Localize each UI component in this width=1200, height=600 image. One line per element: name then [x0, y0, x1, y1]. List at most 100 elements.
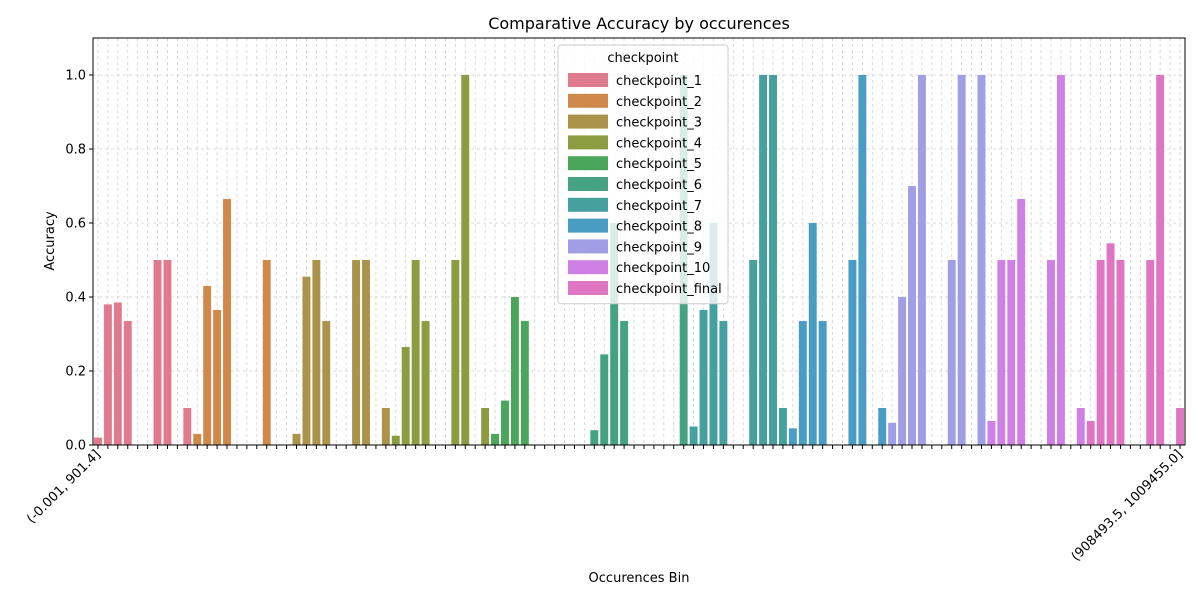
bar [957, 75, 966, 445]
legend-swatch [568, 177, 608, 191]
legend-swatch [568, 73, 608, 87]
bar [709, 223, 718, 445]
bar [1176, 408, 1185, 445]
bar [520, 321, 529, 445]
axes-frame [92, 37, 1186, 446]
legend-label: checkpoint_4 [616, 136, 702, 151]
bar [848, 260, 857, 445]
bar [113, 302, 122, 445]
legend-label: checkpoint_2 [616, 95, 702, 110]
bar [977, 75, 986, 445]
legend-label: checkpoint_8 [616, 220, 702, 235]
legend-label: checkpoint_6 [616, 178, 702, 193]
bar [798, 321, 807, 445]
bar [183, 408, 192, 445]
bar [1007, 260, 1016, 445]
x-axis-label: Occurences Bin [589, 571, 690, 586]
legend-label: checkpoint_10 [616, 261, 710, 276]
bar [1086, 420, 1095, 445]
y-tick-label: 0.6 [65, 217, 86, 232]
bar [312, 260, 321, 445]
bar [759, 75, 768, 445]
bar [858, 75, 867, 445]
bar [262, 260, 271, 445]
bar [749, 260, 758, 445]
x-tick-label: (-0.001, 901.4] [24, 447, 104, 527]
bar [590, 430, 599, 445]
bar [898, 297, 907, 445]
bar [461, 75, 470, 445]
bar [93, 437, 102, 445]
bar [481, 408, 490, 445]
bar [1096, 260, 1105, 445]
y-tick-label: 0.4 [65, 291, 86, 306]
bar [362, 260, 370, 445]
y-tick-label: 0.2 [65, 365, 86, 380]
bar [778, 408, 787, 445]
bar [292, 433, 301, 445]
y-tick-label: 0.0 [65, 439, 86, 454]
bar [1056, 75, 1065, 445]
bar [1106, 243, 1115, 445]
bar [808, 223, 817, 445]
legend-swatch [568, 93, 608, 108]
bar [1047, 260, 1055, 445]
bar [997, 260, 1006, 445]
bar [153, 260, 162, 445]
y-tick-label: 1.0 [65, 69, 86, 84]
legend-label: checkpoint_9 [616, 240, 702, 255]
legend-box [557, 44, 729, 305]
bar [401, 346, 410, 445]
legend-label: checkpoint_7 [616, 199, 702, 214]
bar [689, 426, 698, 445]
chart-title: Comparative Accuracy by occurences [488, 14, 790, 33]
bar [987, 420, 996, 445]
bar [888, 422, 897, 445]
legend-label: checkpoint_5 [616, 157, 702, 172]
legend-swatch [568, 239, 608, 254]
bar [411, 260, 420, 445]
bar [610, 223, 619, 445]
bar [510, 297, 519, 445]
bar [203, 285, 212, 445]
legend-swatch [568, 156, 608, 171]
bar [451, 260, 460, 445]
bar [391, 435, 400, 445]
bar [818, 321, 827, 445]
bar [223, 198, 231, 445]
bar [123, 321, 132, 445]
bar [501, 400, 509, 445]
bar [352, 260, 361, 445]
bar [421, 321, 430, 445]
legend-label: checkpoint_3 [616, 116, 702, 131]
legend-swatch [568, 281, 608, 295]
legend-swatch [568, 218, 608, 233]
bar [103, 304, 112, 445]
bar [1116, 260, 1125, 445]
legend-label: checkpoint_1 [616, 74, 702, 89]
bar [947, 260, 956, 445]
legend-swatch [568, 135, 608, 150]
legend-swatch [568, 197, 608, 212]
bar [699, 309, 708, 445]
bar [213, 309, 222, 445]
bar [788, 428, 797, 445]
legend-swatch [568, 260, 608, 275]
bar [1156, 75, 1165, 445]
bar [163, 260, 172, 445]
y-tick-label: 0.8 [65, 143, 86, 158]
y-axis-label: Accuracy [43, 211, 58, 271]
bar [1076, 408, 1085, 445]
bar [193, 433, 202, 445]
legend-label: checkpoint_final [616, 282, 722, 297]
bar [381, 408, 390, 445]
bar [322, 321, 331, 445]
legend-swatch [568, 114, 608, 129]
bar [769, 75, 777, 445]
legend: checkpoint checkpoint_1 checkpoint_2checkp… [557, 44, 729, 305]
bar [878, 408, 887, 445]
bar [620, 321, 629, 445]
bar [302, 276, 311, 445]
bar [719, 321, 728, 445]
